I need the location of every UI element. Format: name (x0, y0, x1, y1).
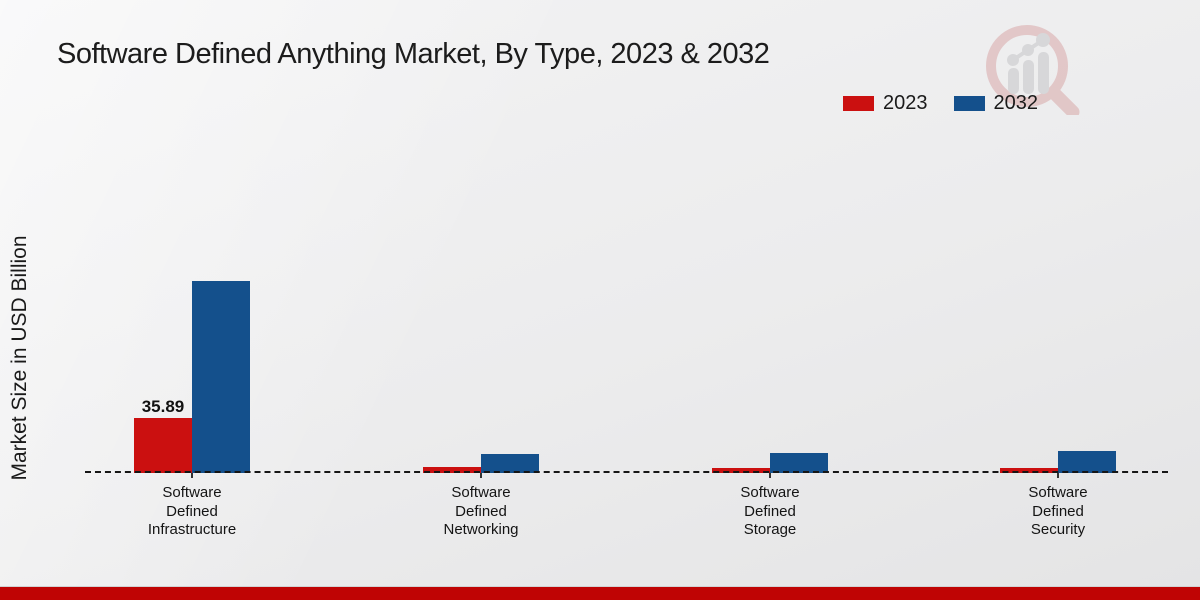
x-axis-tick (191, 473, 193, 478)
bar-2023-software-defined-networking (423, 467, 481, 473)
legend-item-2032: 2032 (953, 92, 1039, 115)
legend-label-2023: 2023 (883, 92, 928, 114)
footer-accent-band (0, 586, 1200, 600)
x-axis-baseline (85, 471, 1168, 473)
x-category-label-software-defined-infrastructure: Software Defined Infrastructure (147, 484, 237, 538)
bar-2032-software-defined-security (1058, 451, 1116, 473)
legend-label-2032: 2032 (993, 92, 1039, 114)
magnifier-handle-icon (1047, 86, 1080, 119)
x-axis-tick (769, 473, 771, 478)
x-axis-tick (480, 473, 482, 478)
legend: 2023 2032 (843, 92, 1038, 115)
bar-2023-software-defined-storage (712, 468, 770, 473)
x-category-label-software-defined-storage: Software Defined Storage (740, 484, 800, 538)
x-category-label-software-defined-networking: Software Defined Networking (443, 484, 519, 538)
bar-2032-software-defined-storage (770, 453, 828, 473)
bar-2032-software-defined-networking (481, 453, 539, 473)
market-research-logo-watermark (975, 20, 1085, 120)
legend-swatch-2023 (843, 96, 874, 111)
x-category-label-software-defined-security: Software Defined Security (1028, 484, 1088, 538)
bar-2023-software-defined-infrastructure (134, 418, 192, 473)
legend-item-2023: 2023 (843, 92, 928, 115)
bar-2023-software-defined-security (1000, 468, 1058, 473)
magnifier-ring-icon (986, 25, 1068, 107)
legend-swatch-2032 (953, 96, 985, 111)
chart-title: Software Defined Anything Market, By Typ… (57, 38, 770, 70)
bar-2032-software-defined-infrastructure (192, 281, 250, 473)
bar-value-label: 35.89 (141, 397, 185, 416)
x-axis-tick (1057, 473, 1059, 478)
